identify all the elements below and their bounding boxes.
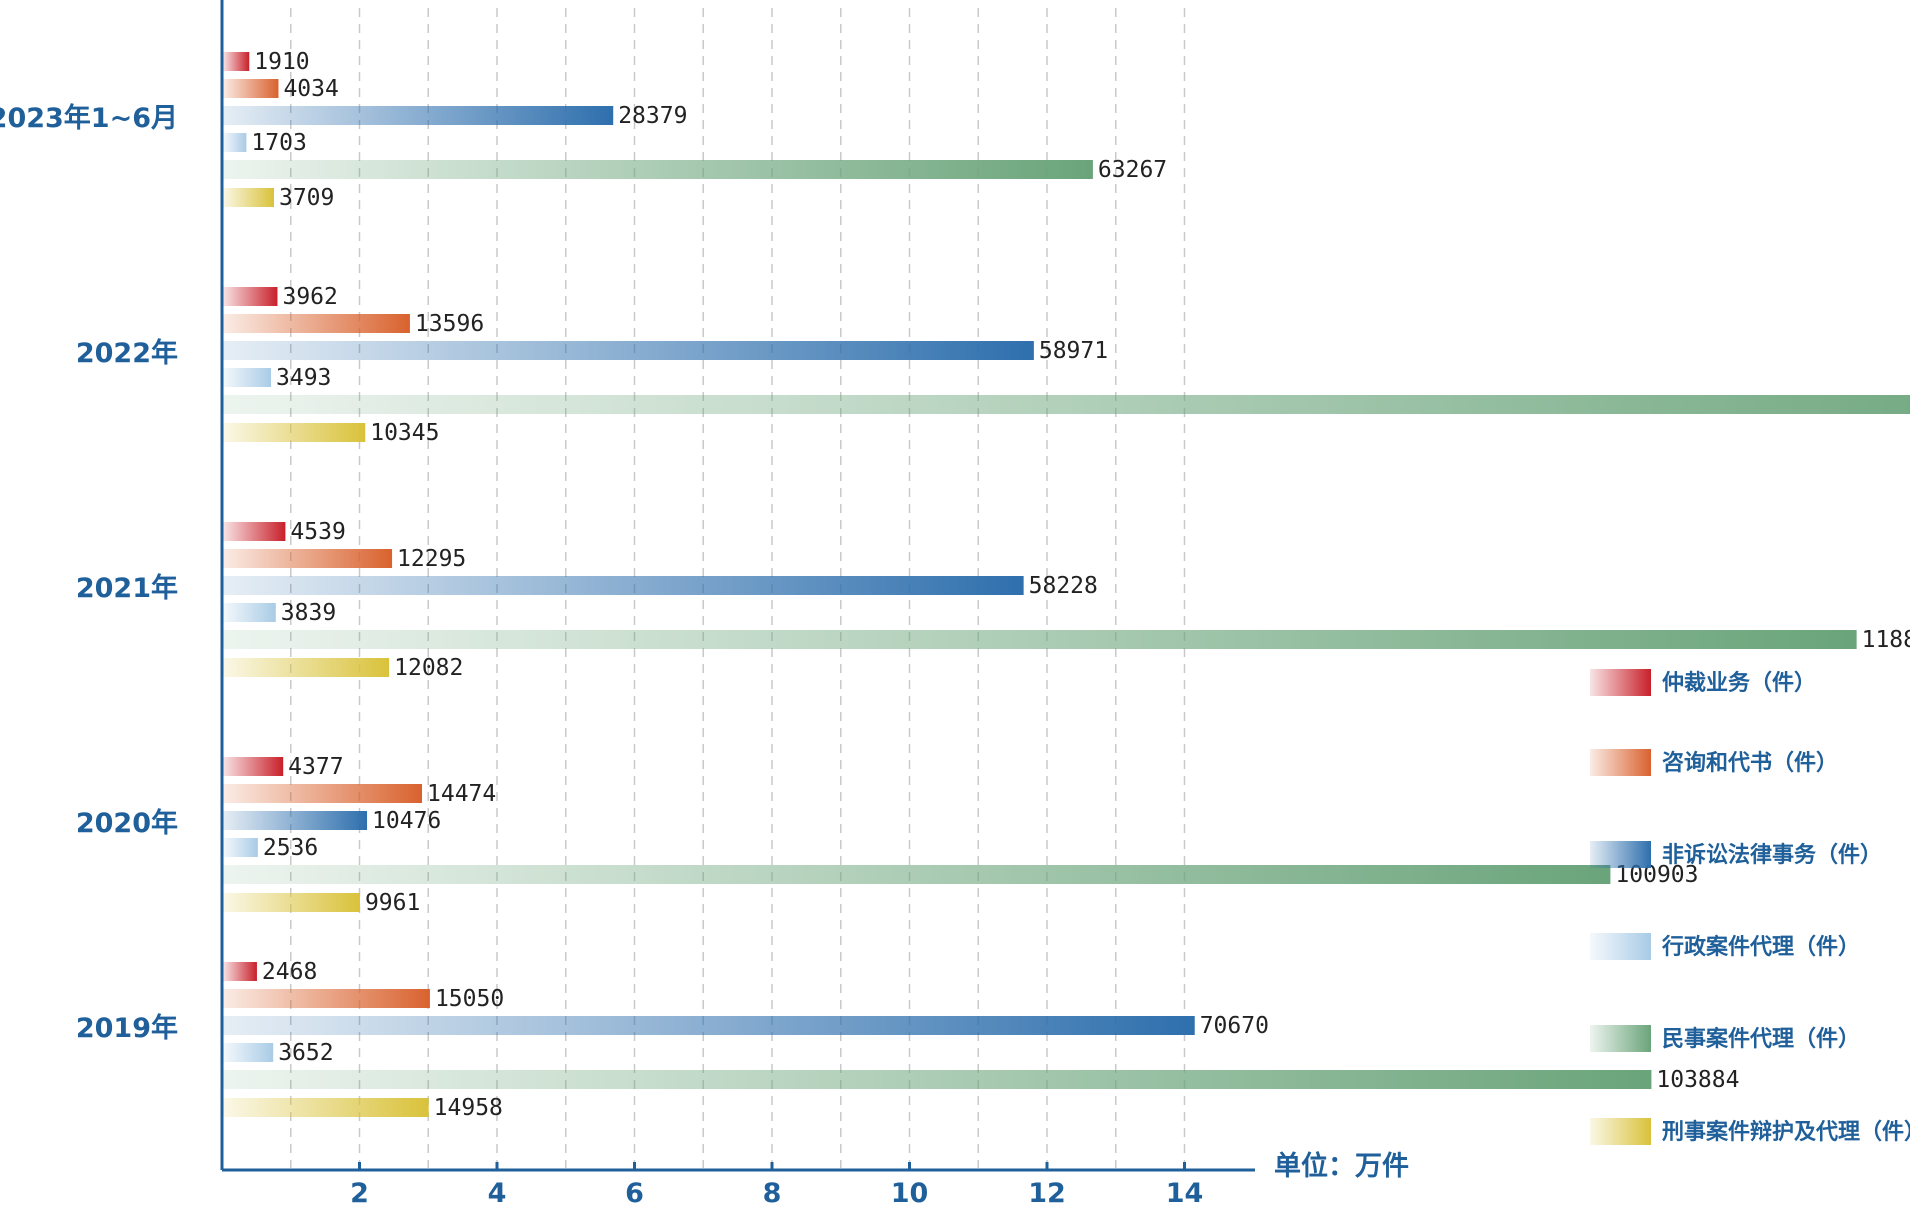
value-label: 3709 (279, 185, 334, 211)
legend-swatch (1590, 749, 1651, 776)
value-label: 58971 (1039, 338, 1108, 364)
legend-swatch (1590, 933, 1651, 960)
category-label: 2022年 (76, 337, 178, 369)
bar (223, 395, 1910, 414)
value-label: 2468 (262, 959, 317, 985)
category-label: 2020年 (76, 807, 178, 839)
bar (223, 576, 1024, 595)
value-label: 70670 (1200, 1013, 1269, 1039)
bar (223, 989, 430, 1008)
legend-label: 行政案件代理（件） (1661, 934, 1860, 960)
bar (223, 522, 286, 541)
x-tick-label: 4 (488, 1178, 507, 1209)
bar (223, 1043, 274, 1062)
category-label: 2021年 (76, 572, 178, 604)
x-tick-label: 12 (1028, 1178, 1066, 1209)
legend: 仲裁业务（件） 咨询和代书（件） 非诉讼法律事务（件） 行政案件代理（件） 民事案件代理… (1590, 669, 1910, 1145)
value-label: 9961 (365, 890, 420, 916)
bar (223, 893, 360, 912)
bar (223, 133, 247, 152)
x-tick-label: 8 (763, 1178, 782, 1209)
bar (223, 341, 1034, 360)
bar (223, 1070, 1652, 1089)
value-label: 1910 (254, 49, 309, 75)
bar (223, 784, 423, 803)
value-label: 12295 (397, 546, 466, 572)
legend-label: 咨询和代书（件） (1662, 750, 1838, 776)
value-label: 10345 (370, 420, 439, 446)
bar (223, 160, 1093, 179)
bar (223, 549, 393, 568)
bar (223, 423, 366, 442)
category-label: 2019年 (76, 1012, 178, 1044)
bar (223, 811, 368, 830)
category-labels: 2023年1~6月 2022年 2021年 2020年 2019年 (0, 102, 178, 1044)
value-label: 12082 (394, 655, 463, 681)
value-label: 4539 (290, 519, 345, 545)
x-tick-label: 14 (1166, 1178, 1204, 1209)
bar (223, 79, 279, 98)
value-label: 14958 (434, 1095, 503, 1121)
bar (223, 1098, 429, 1117)
category-label: 2023年1~6月 (0, 102, 178, 134)
value-label: 4034 (283, 76, 338, 102)
axes (220, 0, 1255, 1172)
x-tick-label: 2 (350, 1178, 369, 1209)
value-label: 103884 (1656, 1067, 1739, 1093)
bar (223, 368, 272, 387)
value-label: 3962 (282, 284, 337, 310)
bar (223, 188, 274, 207)
tick-labels: 2 4 6 8 10 12 14 (350, 1178, 1203, 1209)
value-label: 118809 (1862, 627, 1910, 653)
bar (223, 757, 284, 776)
bar (223, 287, 278, 306)
legend-label: 仲裁业务（件） (1662, 670, 1816, 696)
value-label: 28379 (618, 103, 687, 129)
value-label: 1703 (251, 130, 306, 156)
legend-label: 刑事案件辩护及代理（件） (1662, 1119, 1910, 1145)
value-label: 3493 (276, 365, 331, 391)
legend-swatch (1590, 1118, 1651, 1145)
value-label: 15050 (435, 986, 504, 1012)
value-label: 10476 (372, 808, 441, 834)
value-label: 14474 (427, 781, 496, 807)
legend-label: 民事案件代理（件） (1662, 1026, 1860, 1052)
bar (223, 52, 250, 71)
legend-swatch (1590, 669, 1651, 696)
bar (223, 962, 257, 981)
bar (223, 865, 1611, 884)
bars (223, 52, 1910, 1117)
bar (223, 1016, 1195, 1035)
value-label: 3652 (278, 1040, 333, 1066)
value-label: 2536 (263, 835, 318, 861)
value-label: 58228 (1029, 573, 1098, 599)
legend-label: 非诉讼法律事务（件） (1662, 842, 1882, 868)
bar (223, 106, 614, 125)
x-tick-label: 6 (625, 1178, 644, 1209)
bar (223, 314, 410, 333)
legend-swatch (1590, 1025, 1651, 1052)
bar (223, 630, 1857, 649)
unit-label: 单位：万件 (1274, 1150, 1409, 1182)
value-label: 63267 (1098, 157, 1167, 183)
bar (223, 603, 276, 622)
legend-swatch (1590, 841, 1651, 868)
value-label: 3839 (281, 600, 336, 626)
bar (223, 838, 258, 857)
bar (223, 658, 390, 677)
x-tick-label: 10 (891, 1178, 929, 1209)
value-label: 4377 (288, 754, 343, 780)
value-label: 13596 (415, 311, 484, 337)
